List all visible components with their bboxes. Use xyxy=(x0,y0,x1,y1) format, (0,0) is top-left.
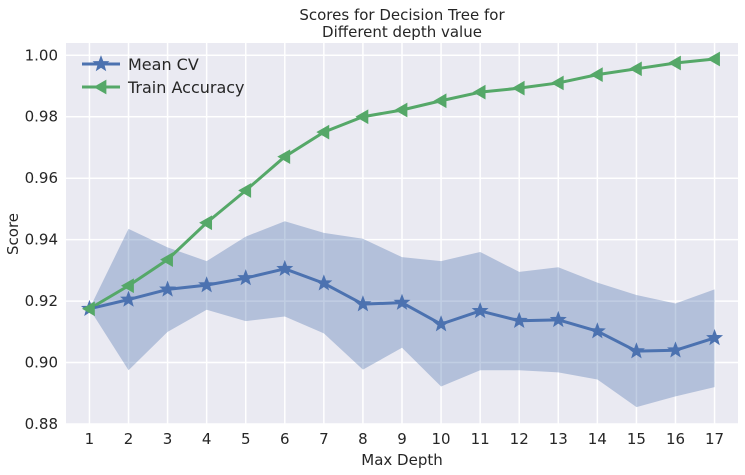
x-tick-label: 3 xyxy=(163,430,173,448)
x-tick-label: 13 xyxy=(549,430,568,448)
data-point xyxy=(667,341,684,358)
data-point xyxy=(121,278,134,294)
data-point xyxy=(276,259,294,277)
data-point xyxy=(589,67,603,83)
x-tick-label: 4 xyxy=(202,430,212,448)
x-tick-label: 12 xyxy=(510,430,529,448)
x-tick-label: 8 xyxy=(358,430,368,448)
series-markers xyxy=(80,51,724,359)
chart-title-line-2: Different depth value xyxy=(322,23,482,41)
x-tick-label: 1 xyxy=(85,430,95,448)
data-point xyxy=(549,310,567,328)
y-tick-label: 1.00 xyxy=(25,46,58,64)
data-point xyxy=(628,61,642,77)
data-point xyxy=(432,315,450,332)
data-point xyxy=(550,75,564,91)
data-point xyxy=(472,84,486,100)
legend: Mean CV Train Accuracy xyxy=(82,55,245,97)
y-tick-label: 0.98 xyxy=(25,108,58,126)
legend-label-mean-cv: Mean CV xyxy=(128,55,199,74)
x-tick-label: 10 xyxy=(432,430,451,448)
x-tick-label: 15 xyxy=(627,430,646,448)
y-tick-label: 0.92 xyxy=(25,292,58,310)
data-point xyxy=(354,295,372,312)
x-tick-label: 9 xyxy=(397,430,407,448)
x-tick-label: 16 xyxy=(666,430,685,448)
x-tick-label: 6 xyxy=(280,430,290,448)
tick-labels: 0.880.900.920.940.960.981.001 2 3 4 5 6 7 8 9 10 1… xyxy=(25,46,725,448)
data-point xyxy=(393,293,411,310)
data-point xyxy=(627,342,645,359)
data-point xyxy=(159,280,177,297)
data-point xyxy=(198,276,216,293)
data-point xyxy=(315,274,333,291)
y-tick-label: 0.88 xyxy=(25,415,58,433)
data-point xyxy=(199,215,213,231)
data-point xyxy=(81,301,95,317)
y-tick-label: 0.94 xyxy=(25,231,58,249)
grid xyxy=(66,43,738,425)
data-point xyxy=(667,55,681,71)
cv-std-band xyxy=(89,221,715,408)
data-point xyxy=(120,290,137,307)
data-point xyxy=(510,311,528,328)
data-point xyxy=(471,302,489,319)
data-point xyxy=(160,252,173,267)
x-tick-label: 2 xyxy=(124,430,134,448)
y-tick-label: 0.90 xyxy=(25,354,58,372)
data-point xyxy=(707,51,720,67)
x-axis-label: Max Depth xyxy=(361,451,442,469)
legend-marker-mean-cv xyxy=(92,55,110,72)
data-point xyxy=(394,102,408,118)
x-tick-label: 5 xyxy=(241,430,251,448)
data-point xyxy=(277,149,291,165)
x-tick-label: 11 xyxy=(471,430,490,448)
data-point xyxy=(316,124,330,140)
data-point xyxy=(355,109,369,125)
x-tick-label: 14 xyxy=(588,430,607,448)
chart-title-line-1: Scores for Decision Tree for xyxy=(299,6,505,24)
x-tick-label: 17 xyxy=(705,430,724,448)
x-tick-label: 7 xyxy=(319,430,329,448)
y-tick-label: 0.96 xyxy=(25,169,58,187)
data-point xyxy=(238,183,252,198)
legend-marker-train-accuracy xyxy=(93,79,107,95)
data-point xyxy=(588,322,606,339)
y-axis-label: Score xyxy=(4,213,22,255)
data-point xyxy=(237,269,255,286)
data-point xyxy=(511,80,525,96)
legend-label-train-accuracy: Train Accuracy xyxy=(127,78,245,97)
data-point xyxy=(706,329,724,346)
data-point xyxy=(433,93,447,109)
